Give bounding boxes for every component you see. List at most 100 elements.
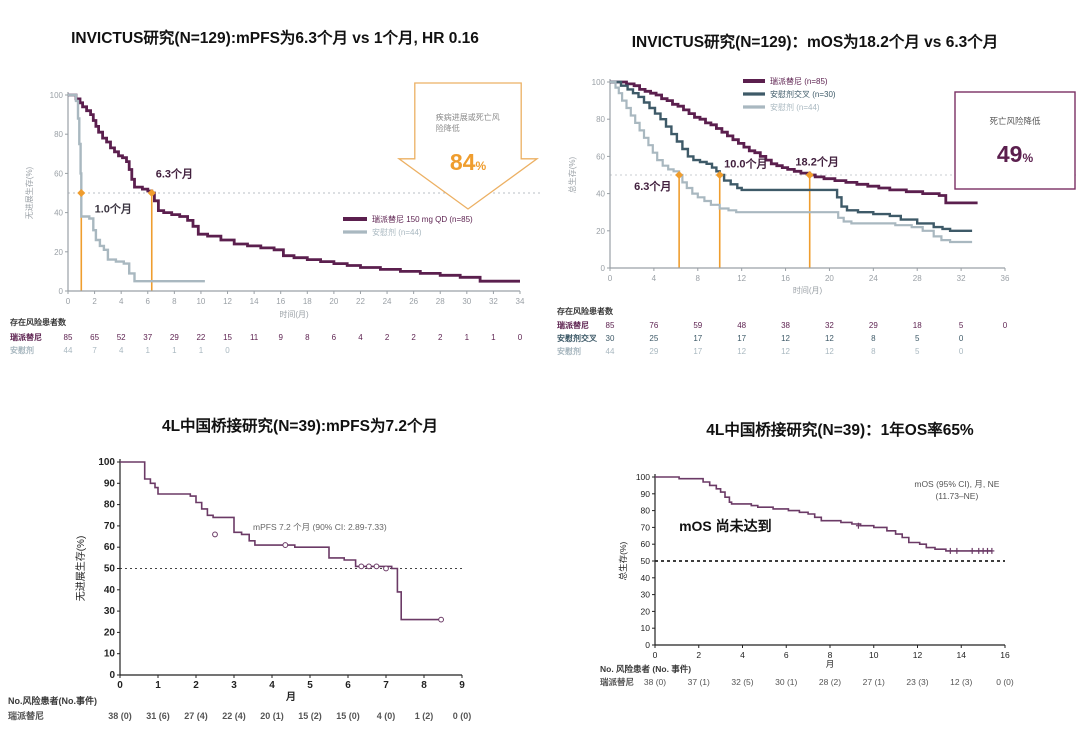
risk-value: 1 <box>199 346 204 355</box>
y-tick-label: 10 <box>104 649 116 660</box>
y-tick-label: 20 <box>54 248 63 257</box>
risk-value: 0 (0) <box>996 677 1014 687</box>
y-tick-label: 40 <box>596 190 605 199</box>
km-plot-invictus-pfs: 0 2 4 6 8 10 12 14 16 18 20 22 24 26 28 30 32 34020406080… <box>9 82 542 355</box>
y-tick-label: 90 <box>641 489 651 499</box>
risk-row-label: 安慰剂交叉 <box>557 333 598 343</box>
y-tick-label: 90 <box>104 478 116 489</box>
risk-value: 1 <box>172 346 177 355</box>
chart-title-invictus-os: INVICTUS研究(N=129)：mOS为18.2个月 vs 6.3个月 <box>631 34 999 51</box>
risk-value: 38 <box>781 321 790 330</box>
legend-label: 瑞派替尼 150 mg QD (n=85) <box>372 214 473 224</box>
y-tick-label: 100 <box>592 78 606 87</box>
risk-table-header: 存在风险患者数 <box>556 306 614 316</box>
x-tick-label: 8 <box>828 650 833 660</box>
risk-value: 18 <box>913 321 922 330</box>
risk-value: 76 <box>649 321 658 330</box>
legend-label: 安慰剂 (n=44) <box>770 102 820 112</box>
annotation: mOS (95% CI), 月, NE <box>914 479 999 489</box>
risk-value: 1 <box>146 346 151 355</box>
km-plot-bridge-os: 0 2 4 6 8 10 12 14 16 0 10 20 30 40 50 60 70 80 90 100 月 总生存(… <box>600 472 1014 687</box>
x-tick-label: 34 <box>516 297 525 306</box>
x-tick-label: 32 <box>957 274 966 283</box>
risk-value: 0 <box>959 347 964 356</box>
risk-row-label: 安慰剂 <box>557 346 581 356</box>
risk-row-label: 安慰剂 <box>10 345 34 355</box>
risk-value: 12 <box>781 347 790 356</box>
risk-row-label: 瑞派替尼 <box>8 710 44 721</box>
x-tick-label: 8 <box>172 297 177 306</box>
y-tick-label: 80 <box>54 130 63 139</box>
risk-value: 8 <box>871 347 876 356</box>
risk-value: 8 <box>305 333 310 342</box>
km-plot-invictus-os: 0 4 8 12 16 20 24 28 32 36020406080100时间(月)总生存(%)… <box>556 76 1076 356</box>
y-tick-label: 70 <box>641 522 651 532</box>
callout-text: 死亡风险降低 <box>989 116 1041 126</box>
risk-value: 20 (1) <box>260 711 284 721</box>
risk-value: 27 (4) <box>184 711 208 721</box>
risk-value: 2 <box>385 333 390 342</box>
annotation: 1.0个月 <box>95 202 132 216</box>
km-series-line <box>610 80 978 205</box>
y-tick-label: 30 <box>104 606 116 617</box>
x-tick-label: 26 <box>409 297 418 306</box>
x-tick-label: 24 <box>869 274 878 283</box>
risk-value: 1 <box>491 333 496 342</box>
risk-value: 85 <box>606 321 615 330</box>
annotation: 6.3个月 <box>156 166 193 180</box>
x-tick-label: 16 <box>781 274 790 283</box>
y-tick-label: 40 <box>641 573 651 583</box>
censor-mark <box>373 563 380 570</box>
y-tick-label: 70 <box>104 521 116 532</box>
risk-value: 5 <box>959 321 964 330</box>
risk-table-header: No.风险患者(No.事件) <box>8 695 97 706</box>
risk-value: 15 <box>223 333 232 342</box>
risk-value: 31 (6) <box>146 711 170 721</box>
x-tick-label: 14 <box>250 297 259 306</box>
chart-bridge-os: 0 2 4 6 8 10 12 14 16 0 10 20 30 40 50 60 70 80 90 100 月 总生存(… <box>600 448 1078 753</box>
risk-value: 29 <box>649 347 658 356</box>
x-tick-label: 20 <box>825 274 834 283</box>
chart-title-invictus-pfs: INVICTUS研究(N=129):mPFS为6.3个月 vs 1个月, HR … <box>71 30 479 47</box>
risk-value: 11 <box>250 333 259 342</box>
risk-value: 28 (2) <box>819 677 841 687</box>
median-marker-diamond <box>715 171 724 179</box>
risk-value: 12 <box>781 334 790 343</box>
risk-value: 29 <box>869 321 878 330</box>
risk-value: 7 <box>92 346 97 355</box>
km-series-line <box>120 461 442 621</box>
risk-value: 0 (0) <box>453 711 472 721</box>
risk-value: 2 <box>438 333 443 342</box>
callout-value: 84% <box>450 149 487 175</box>
y-axis-label: 无进展生存(%) <box>24 166 34 219</box>
x-tick-label: 20 <box>329 297 338 306</box>
y-tick-label: 60 <box>104 542 116 553</box>
x-tick-label: 4 <box>269 680 275 691</box>
risk-value: 22 (4) <box>222 711 246 721</box>
y-tick-label: 100 <box>636 472 650 482</box>
x-tick-label: 36 <box>1001 274 1010 283</box>
risk-table-header: 存在风险患者数 <box>9 317 67 327</box>
x-tick-label: 10 <box>196 297 205 306</box>
x-tick-label: 22 <box>356 297 365 306</box>
risk-value: 1 (2) <box>415 711 434 721</box>
risk-value: 25 <box>649 334 658 343</box>
censor-mark <box>212 531 218 538</box>
x-tick-label: 30 <box>462 297 471 306</box>
risk-value: 38 (0) <box>644 677 666 687</box>
x-tick-label: 0 <box>653 650 658 660</box>
risk-value: 27 (1) <box>863 677 885 687</box>
risk-value: 30 <box>606 334 615 343</box>
chart-invictus-os: 0 4 8 12 16 20 24 28 32 36 0 20 40 60 80 100 时间(月) 总生存(%)… <box>555 70 1080 387</box>
annotation: 6.3个月 <box>634 179 671 193</box>
censor-mark <box>438 616 445 623</box>
risk-reduction-box <box>954 91 1076 190</box>
y-tick-label: 0 <box>109 670 115 681</box>
y-axis-label: 总生存(%) <box>618 541 628 580</box>
x-tick-label: 4 <box>652 274 657 283</box>
risk-value: 17 <box>737 334 746 343</box>
risk-value: 1 <box>465 333 470 342</box>
risk-value: 38 (0) <box>108 711 132 721</box>
y-tick-label: 50 <box>104 564 116 575</box>
chart-title-bridge-os: 4L中国桥接研究(N=39)：1年OS率65% <box>706 422 974 439</box>
